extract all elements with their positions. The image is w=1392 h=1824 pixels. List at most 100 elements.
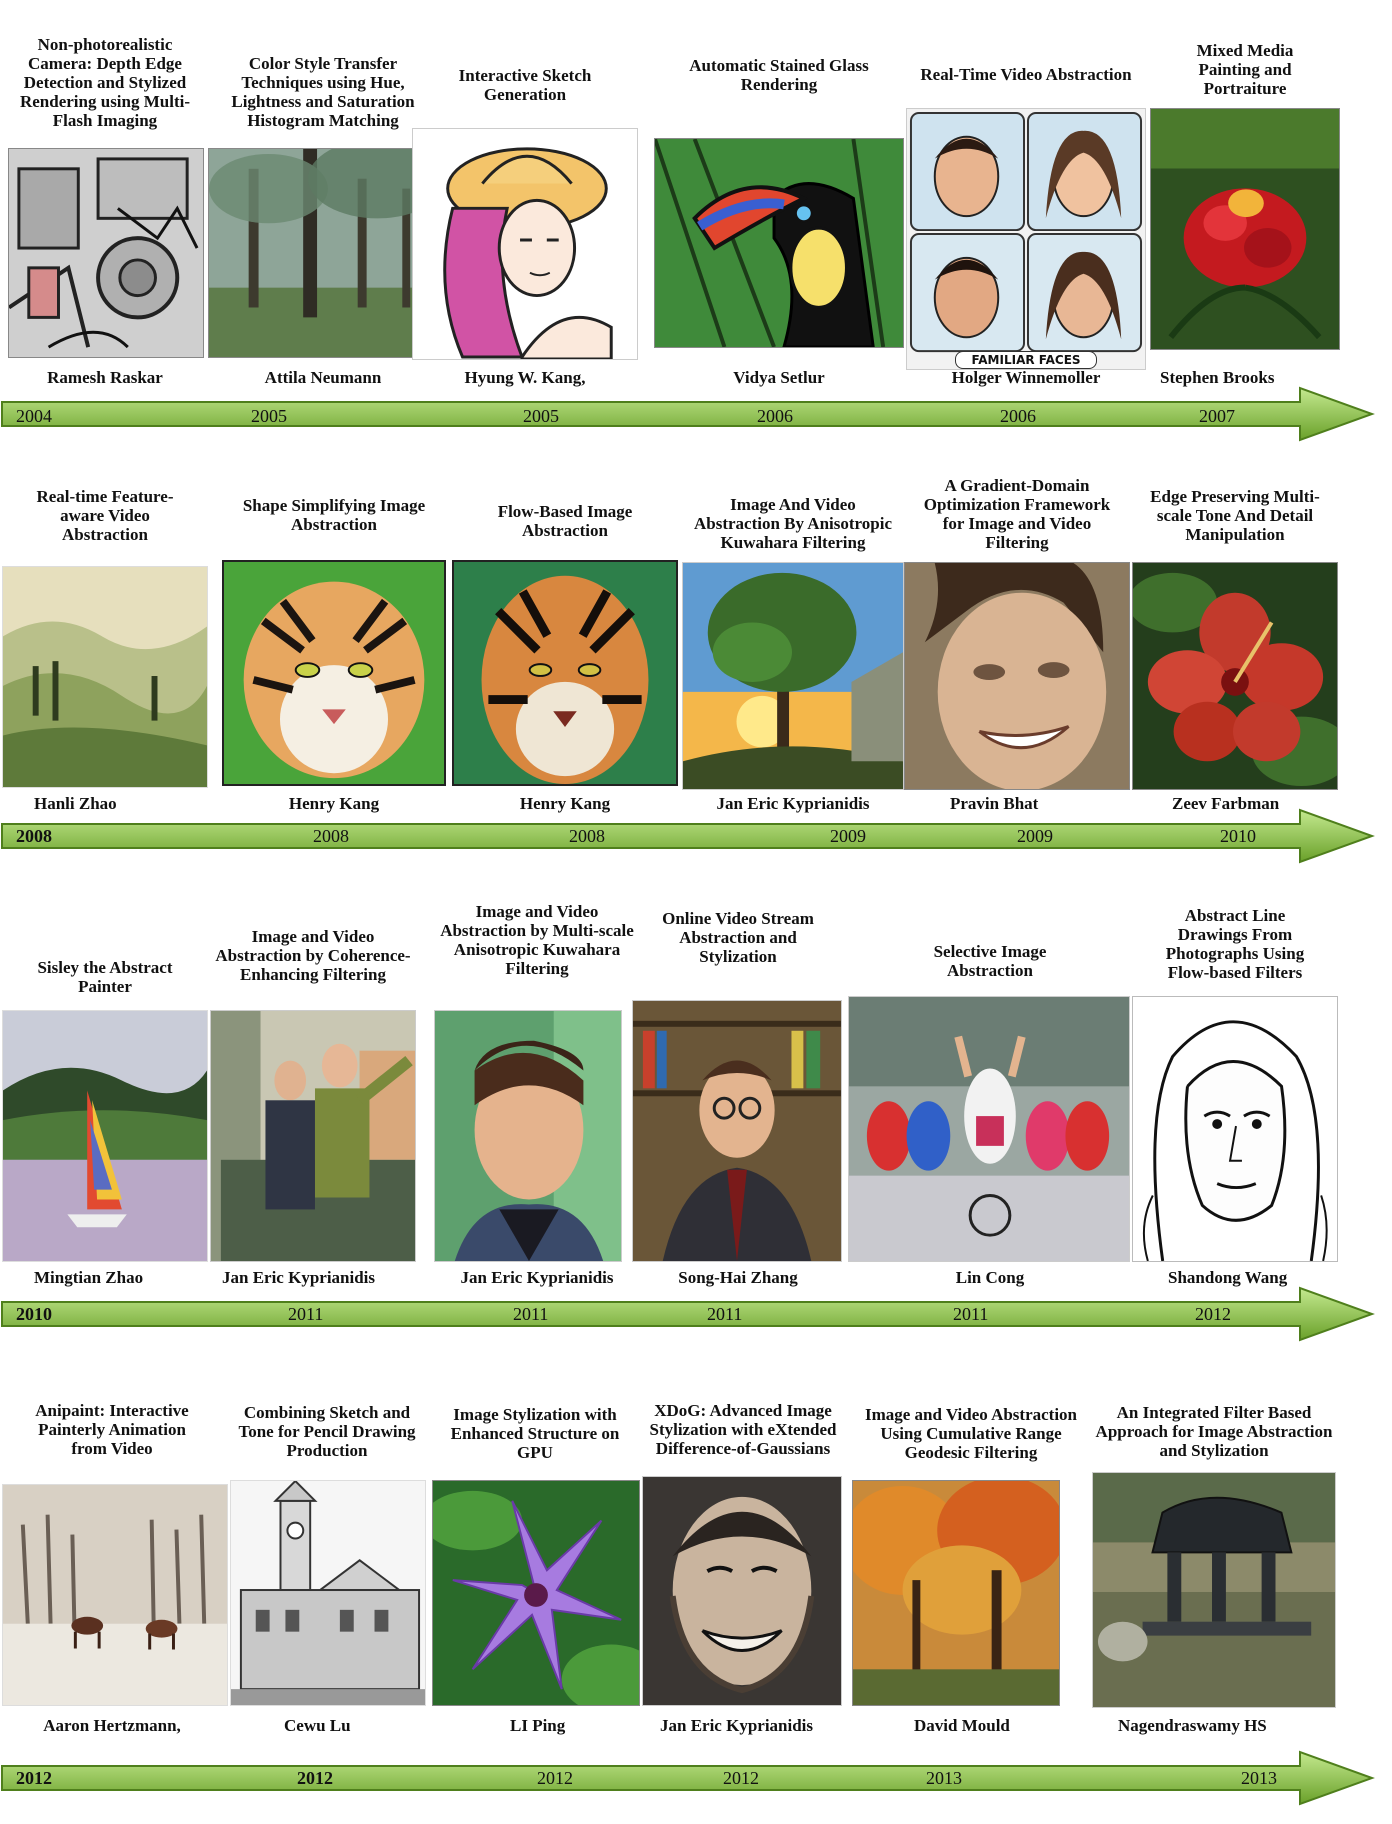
- author-name: Holger Winnemoller: [951, 368, 1101, 387]
- author-name: Nagendraswamy HS: [1118, 1716, 1267, 1735]
- thumbnail-man-bookshelf: [632, 1000, 842, 1262]
- year-label: 2008: [313, 826, 349, 846]
- author-name: Jan Eric Kyprianidis: [222, 1268, 376, 1287]
- thumbnail-landscape-painting: [2, 566, 208, 788]
- author-name: Lin Cong: [955, 1268, 1025, 1287]
- year-label: 2011: [288, 1304, 324, 1324]
- author-name: Henry Kang: [519, 794, 611, 813]
- thumbnail-horses-field: [2, 1484, 228, 1706]
- timeline-arrow: [0, 1284, 1376, 1344]
- paper-title: Combining Sketch and Tone for Pencil Dra…: [238, 1403, 416, 1460]
- author-name: Pravin Bhat: [950, 794, 1039, 813]
- entry-2011d: Selective Image Abstraction Lin Cong: [848, 900, 1132, 1340]
- entry-2013b: An Integrated Filter Based Approach for …: [1090, 1376, 1338, 1816]
- thumbnail-balcony-people: [210, 1010, 416, 1262]
- author-name: David Mould: [914, 1716, 1010, 1735]
- year-label: 2011: [707, 1304, 743, 1324]
- entry-2013a: Image and Video Abstraction Using Cumula…: [850, 1376, 1092, 1816]
- paper-title: An Integrated Filter Based Approach for …: [1095, 1403, 1333, 1460]
- thumbnail-toucan-stained-glass: [654, 138, 904, 348]
- entry-2011c: Online Video Stream Abstraction and Styl…: [632, 900, 844, 1340]
- paper-title: Flow-Based Image Abstraction: [497, 502, 633, 540]
- paper-title: Image And Video Abstraction By Anisotrop…: [693, 495, 893, 552]
- entry-2012d: Image Stylization with Enhanced Structur…: [430, 1376, 640, 1816]
- entry-2005a: Color Style Transfer Techniques using Hu…: [208, 0, 438, 440]
- thumbnail-tree-sunset: [682, 562, 904, 790]
- timeline-row-4: Anipaint: Interactive Painterly Animatio…: [0, 1376, 1392, 1816]
- thumbnail-cyclists: [848, 996, 1130, 1262]
- entry-2012a: Abstract Line Drawings From Photographs …: [1132, 900, 1338, 1340]
- thumbnail-hibiscus: [1132, 562, 1338, 790]
- year-label: 2004: [16, 406, 52, 426]
- year-label: 2010: [1220, 826, 1256, 846]
- author-name: Aaron Hertzmann,: [43, 1716, 181, 1735]
- year-label: 2013: [926, 1768, 962, 1788]
- author-name: Song-Hai Zhang: [678, 1268, 798, 1287]
- author-name: Zeev Farbman: [1172, 794, 1280, 813]
- year-label: 2005: [251, 406, 287, 426]
- entry-2006b: Real-Time Video Abstraction FAMILIAR FAC…: [906, 0, 1146, 440]
- author-name: Shandong Wang: [1168, 1268, 1288, 1287]
- entry-2004: Non-photorealistic Camera: Depth Edge De…: [0, 0, 210, 440]
- thumbnail-forest-photo: [208, 148, 438, 358]
- thumbnail-tiger-flow: [452, 560, 678, 786]
- entry-2008b: Shape Simplifying Image Abstraction Henr…: [222, 470, 446, 870]
- year-label: 2011: [953, 1304, 989, 1324]
- author-name: Mingtian Zhao: [34, 1268, 144, 1287]
- entry-2011a: Image and Video Abstraction by Coherence…: [210, 900, 416, 1340]
- author-name: Ramesh Raskar: [47, 368, 163, 387]
- thumbnail-man-smiling-bw: [642, 1476, 842, 1706]
- thumbnail-familiar-faces: FAMILIAR FACES: [906, 108, 1146, 370]
- author-name: Hyung W. Kang,: [464, 368, 586, 387]
- thumbnail-purple-flower: [432, 1480, 640, 1706]
- author-name: Jan Eric Kyprianidis: [660, 1716, 814, 1735]
- paper-title: Mixed Media Painting and Portraiture: [1196, 41, 1294, 98]
- year-label: 2012: [297, 1768, 333, 1788]
- timeline-row-3: Sisley the Abstract Painter Mingtian Zha…: [0, 900, 1392, 1342]
- entry-2011b: Image and Video Abstraction by Multi-sca…: [430, 900, 644, 1340]
- entry-2006a: Automatic Stained Glass Rendering Vidya …: [654, 0, 904, 440]
- year-label: 2010: [16, 1304, 52, 1324]
- paper-title: Edge Preserving Multi-scale Tone And Det…: [1150, 487, 1320, 544]
- author-name: Vidya Setlur: [733, 368, 825, 387]
- paper-title: Real-Time Video Abstraction: [920, 65, 1132, 84]
- author-name: Hanli Zhao: [34, 794, 117, 813]
- thumbnail-red-flower: [1150, 108, 1340, 350]
- year-label: 2012: [1195, 1304, 1231, 1324]
- paper-title: Abstract Line Drawings From Photographs …: [1165, 906, 1305, 982]
- entry-2012b: Anipaint: Interactive Painterly Animatio…: [0, 1376, 228, 1816]
- year-label: 2011: [513, 1304, 549, 1324]
- year-label: 2006: [1000, 406, 1036, 426]
- year-label: 2006: [757, 406, 793, 426]
- paper-title: Online Video Stream Abstraction and Styl…: [662, 909, 814, 966]
- paper-title: Image and Video Abstraction Using Cumula…: [864, 1405, 1078, 1462]
- paper-title: Image and Video Abstraction by Multi-sca…: [440, 902, 634, 978]
- entry-2008c: Flow-Based Image Abstraction Henry Kang: [452, 470, 678, 870]
- thumbnail-building-pencil: [230, 1480, 426, 1706]
- year-label: 2008: [569, 826, 605, 846]
- entry-2009a: Image And Video Abstraction By Anisotrop…: [682, 470, 904, 870]
- author-name: Henry Kang: [288, 794, 380, 813]
- year-label: 2012: [16, 1768, 52, 1788]
- paper-title: Real-time Feature-aware Video Abstractio…: [36, 487, 174, 544]
- thumbnail-tiger-abstract: [222, 560, 446, 786]
- thumbnail-mechanical-line-art: [8, 148, 204, 358]
- entry-2012c: Combining Sketch and Tone for Pencil Dra…: [228, 1376, 426, 1816]
- paper-title: A Gradient-Domain Optimization Framework…: [923, 476, 1111, 552]
- timeline-row-2: Real-time Feature-aware Video Abstractio…: [0, 470, 1392, 870]
- year-label: 2007: [1199, 406, 1235, 426]
- year-label: 2012: [723, 1768, 759, 1788]
- thumbnail-face-line-drawing: [1132, 996, 1338, 1262]
- year-label: 2005: [523, 406, 559, 426]
- entry-2009b: A Gradient-Domain Optimization Framework…: [904, 470, 1130, 870]
- paper-title: Sisley the Abstract Painter: [37, 958, 173, 996]
- author-name: Cewu Lu: [284, 1716, 351, 1735]
- entry-2012e: XDoG: Advanced Image Stylization with eX…: [640, 1376, 846, 1816]
- timeline-arrow: [0, 806, 1376, 866]
- familiar-faces-caption: FAMILIAR FACES: [955, 351, 1097, 369]
- timeline-arrow: [0, 1748, 1376, 1808]
- year-label: 2012: [537, 1768, 573, 1788]
- paper-title: Image and Video Abstraction by Coherence…: [215, 927, 411, 984]
- entry-2008a: Real-time Feature-aware Video Abstractio…: [0, 470, 210, 870]
- year-label: 2009: [1017, 826, 1053, 846]
